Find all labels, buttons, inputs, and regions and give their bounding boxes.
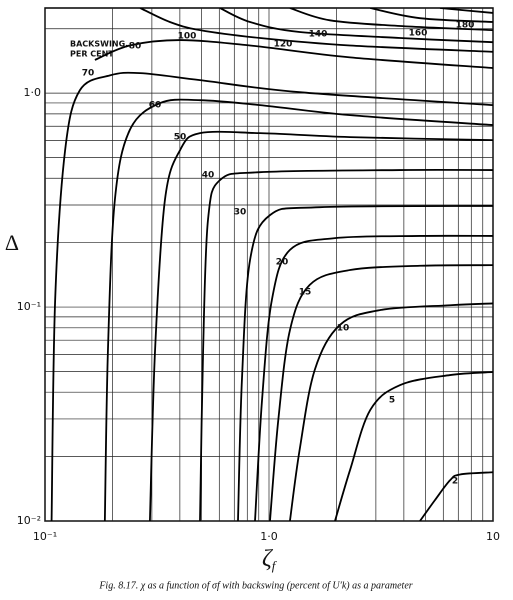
- curve-label: 50: [174, 133, 187, 143]
- curve-label: 80: [129, 42, 142, 52]
- curve: [149, 130, 493, 521]
- annotation: BACKSWING,: [70, 40, 128, 49]
- curve-label: 5: [389, 396, 395, 406]
- curve: [219, 8, 493, 44]
- curve-label: 60: [149, 101, 162, 111]
- grid: [44, 8, 494, 522]
- x-tick-label: 1·0: [260, 530, 278, 543]
- x-axis-subscript: f: [272, 558, 278, 573]
- curve-label: 10: [337, 324, 350, 334]
- curve: [237, 205, 493, 521]
- curve-label: 140: [309, 30, 328, 40]
- curve: [334, 371, 493, 521]
- x-axis-label: ζf: [262, 546, 278, 573]
- y-tick-label: 1·0: [24, 86, 42, 99]
- curve: [139, 8, 493, 53]
- curve-label: 15: [299, 288, 312, 298]
- curve: [199, 168, 493, 521]
- curve: [289, 302, 493, 521]
- curve-label: 160: [409, 29, 428, 39]
- y-tick-label: 10⁻²: [17, 514, 41, 527]
- curve-label: 2: [452, 477, 458, 487]
- curve-label: 120: [274, 40, 293, 50]
- curve: [419, 471, 493, 521]
- curve: [103, 98, 493, 521]
- curve: [289, 8, 493, 32]
- curve: [94, 39, 493, 69]
- curve-label: 180: [456, 21, 475, 31]
- x-tick-label: 10: [486, 530, 500, 543]
- curve-label: 20: [276, 258, 289, 268]
- curves: [50, 8, 493, 521]
- caption: Fig. 8.17. χ as a function of σf with ba…: [98, 580, 412, 591]
- curve-label: 100: [178, 32, 197, 42]
- curve-label: 70: [82, 69, 95, 79]
- curve: [50, 71, 493, 521]
- x-tick-label: 10⁻¹: [33, 530, 57, 543]
- curve: [370, 8, 493, 23]
- curve: [254, 234, 493, 521]
- curve: [269, 264, 493, 521]
- curve-label: 30: [234, 208, 247, 218]
- annotation: PER CENT: [70, 50, 114, 59]
- x-axis-symbol: ζ: [262, 546, 274, 572]
- curve-label: 40: [202, 171, 215, 181]
- y-axis-label: Δ: [5, 230, 19, 255]
- curve: [439, 8, 493, 14]
- y-tick-label: 10⁻¹: [17, 300, 41, 313]
